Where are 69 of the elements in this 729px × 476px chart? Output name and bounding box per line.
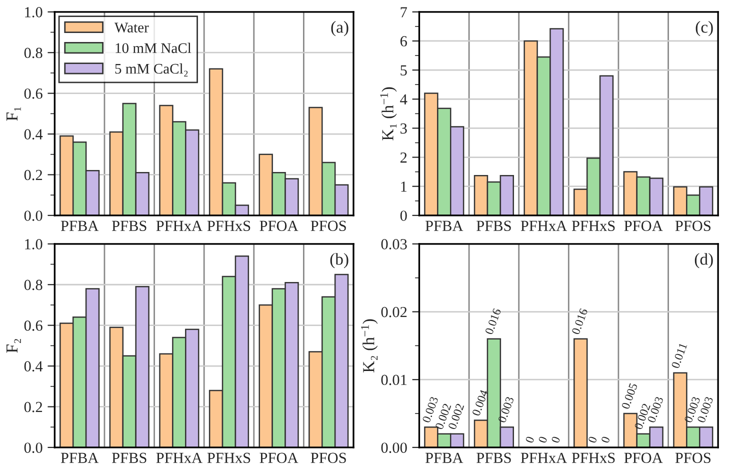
y-tick-label: 1 — [401, 182, 407, 192]
x-tick-label: PFBA — [60, 452, 99, 463]
y-tick-label: 0.03 — [381, 239, 407, 250]
x-tick-label: PFHxA — [156, 452, 202, 463]
y-tick-label: 0.0 — [24, 442, 42, 453]
data-label: 0.004 — [472, 389, 488, 416]
data-label: 0 — [588, 436, 598, 444]
x-tick-label: PFHxA — [520, 220, 567, 231]
x-tick-label: PFBS — [476, 452, 511, 464]
x-tick-label: PFOS — [675, 452, 710, 464]
annotation: (b) — [330, 253, 348, 268]
y-tick-label: 0.8 — [24, 280, 42, 290]
y-tick-label: 5 — [400, 65, 407, 76]
x-tick-label: PFHxS — [207, 220, 250, 232]
x-tick-label: PFOS — [675, 220, 710, 232]
y-tick-label: 0.02 — [381, 306, 407, 318]
data-label: 0.016 — [572, 308, 588, 335]
data-label: 0 — [525, 436, 534, 444]
x-tick-label: PFBA — [425, 220, 464, 231]
x-tick-label: PFOS — [310, 220, 346, 232]
y-tick-label: 7 — [400, 7, 407, 18]
legend-label: 5 mM CaCl₂ — [115, 63, 188, 76]
y-tick-label: 0.6 — [24, 320, 42, 331]
y-tick-label: 0.4 — [24, 361, 43, 372]
y-tick-label: 4 — [400, 94, 408, 104]
x-tick-label: PFHxS — [207, 452, 250, 464]
x-tick-label: PFOA — [260, 220, 298, 232]
y-tick-label: 0 — [400, 210, 407, 221]
y-tick-label: 2 — [400, 152, 407, 163]
x-tick-label: PFOA — [624, 452, 663, 464]
data-label: 0.011 — [671, 342, 688, 369]
annotation: (d) — [694, 253, 713, 268]
y-axis-title: K₂ (h$^{−1}$) — [361, 319, 378, 372]
x-tick-label: PFBA — [425, 452, 464, 463]
annotation: (c) — [696, 21, 713, 36]
y-axis-title: K₁ (h$^{−1}$) — [380, 87, 397, 140]
x-tick-label: PFBS — [112, 220, 146, 232]
y-tick-label: 0.8 — [24, 48, 42, 58]
data-label: 0.016 — [484, 308, 502, 335]
x-tick-label: PFHxA — [156, 220, 202, 231]
x-tick-label: PFHxA — [520, 452, 567, 463]
x-tick-label: PFHxS — [572, 452, 615, 464]
legend-label: 10 mM NaCl — [116, 42, 192, 54]
y-tick-label: 0.4 — [24, 129, 43, 140]
x-tick-label: PFBS — [476, 220, 511, 232]
y-tick-label: 0.0 — [24, 210, 42, 221]
y-tick-label: 1.0 — [25, 239, 42, 250]
y-tick-label: 0.2 — [24, 170, 42, 180]
y-tick-label: 1.0 — [25, 7, 42, 18]
x-tick-label: PFBS — [112, 452, 146, 464]
legend-label: Water — [114, 22, 149, 33]
x-tick-label: PFOA — [260, 452, 298, 464]
y-tick-label: 6 — [400, 36, 407, 46]
y-tick-label: 3 — [400, 123, 407, 134]
data-label: 0 — [551, 436, 560, 444]
y-tick-label: 0.2 — [24, 402, 42, 412]
x-tick-label: PFHxS — [572, 220, 615, 232]
y-axis-title: F₂ — [6, 339, 21, 353]
y-tick-label: 0.01 — [381, 374, 407, 386]
data-label: 0 — [538, 436, 548, 444]
x-tick-label: PFBA — [60, 220, 99, 231]
y-tick-label: 0.00 — [381, 442, 407, 453]
annotation: (a) — [331, 21, 348, 36]
data-label: 0 — [600, 436, 610, 444]
data-label: 0.003 — [498, 396, 514, 424]
y-axis-title: F₁ — [6, 107, 21, 121]
x-tick-label: PFOA — [624, 220, 663, 232]
y-tick-label: 0.6 — [24, 88, 42, 99]
x-tick-label: PFOS — [310, 452, 346, 464]
